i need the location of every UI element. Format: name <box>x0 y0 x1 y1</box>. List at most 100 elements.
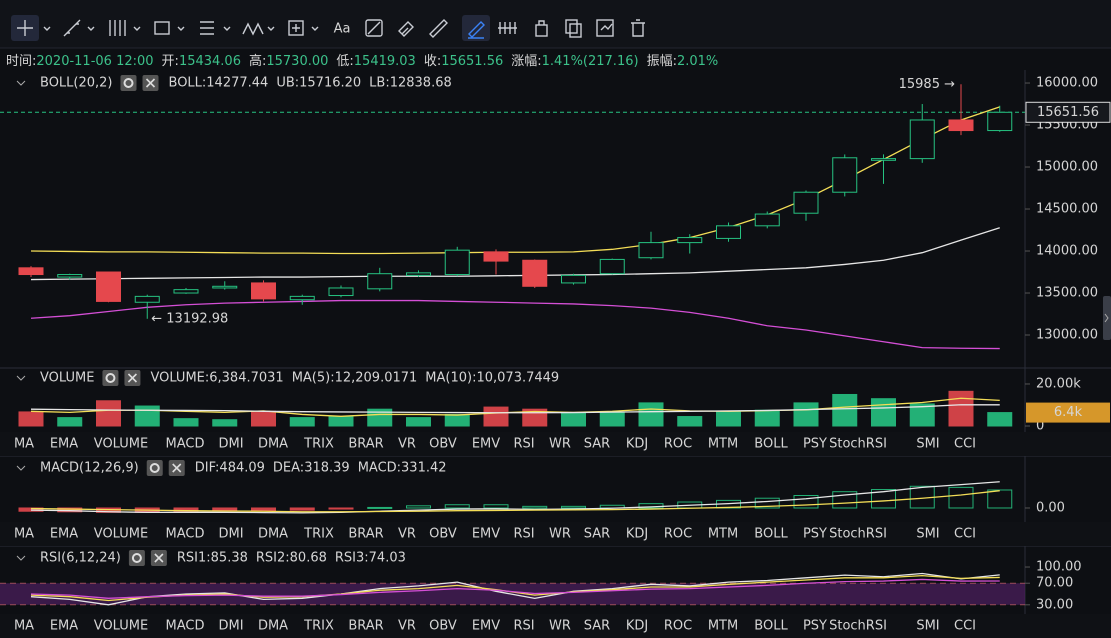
trend-line-tool[interactable] <box>63 19 95 37</box>
indicator-tab[interactable]: ROC <box>664 619 692 634</box>
indicator-tab[interactable]: WR <box>549 527 571 542</box>
indicator-tab[interactable]: RSI <box>513 527 534 542</box>
indicator-tab[interactable]: BOLL <box>754 527 788 542</box>
indicator-tab[interactable]: EMV <box>472 527 500 542</box>
close-button[interactable] <box>168 460 185 476</box>
indicator-tab[interactable]: BOLL <box>754 619 788 634</box>
shape-tool[interactable] <box>154 21 185 35</box>
crosshair-tool[interactable] <box>11 15 51 41</box>
indicator-tab[interactable]: MA <box>14 527 34 542</box>
indicator-tab[interactable]: OBV <box>429 437 457 452</box>
indicator-tab[interactable]: CCI <box>954 619 976 634</box>
indicator-tab[interactable]: VR <box>398 619 416 634</box>
settings-button[interactable] <box>146 460 163 476</box>
indicator-tab[interactable]: DMI <box>218 619 243 634</box>
indicator-tab[interactable]: ROC <box>664 527 692 542</box>
indicator-tab[interactable]: MTM <box>708 437 738 452</box>
pencil-tool[interactable] <box>462 15 490 41</box>
pattern-tool[interactable] <box>365 19 383 37</box>
indicator-tab[interactable]: BRAR <box>348 619 383 634</box>
indicator-tab[interactable]: TRIX <box>303 619 334 634</box>
indicator-tab[interactable]: PSY <box>803 527 827 542</box>
indicator-tab[interactable]: VR <box>398 437 416 452</box>
indicator-tab[interactable]: MACD <box>166 619 205 634</box>
indicator-tab[interactable]: MA <box>14 619 34 634</box>
indicator-tab[interactable]: SMI <box>916 437 939 452</box>
indicator-tab[interactable]: EMA <box>50 619 78 634</box>
lock-tool[interactable] <box>535 20 548 37</box>
indicator-tab[interactable]: StochRSI <box>829 527 887 542</box>
legend-item: UB:15716.20 <box>276 76 361 91</box>
settings-button[interactable] <box>128 550 145 566</box>
indicator-tab[interactable]: ROC <box>664 437 692 452</box>
indicator-tab[interactable]: SMI <box>916 619 939 634</box>
indicator-tab[interactable]: DMA <box>258 437 288 452</box>
indicator-tab[interactable]: EMA <box>50 437 78 452</box>
bar <box>96 400 121 427</box>
candle-body <box>871 158 896 161</box>
channel-tool[interactable] <box>109 20 141 36</box>
indicator-tab[interactable]: SAR <box>584 437 610 452</box>
indicator-tab[interactable]: MACD <box>166 527 205 542</box>
indicator-tab[interactable]: VOLUME <box>94 527 148 542</box>
close-button[interactable] <box>142 75 159 91</box>
indicator-tab[interactable]: DMI <box>218 437 243 452</box>
candle-style[interactable] <box>498 22 517 34</box>
indicator-tab[interactable]: EMA <box>50 527 78 542</box>
indicator-tab[interactable]: MTM <box>708 527 738 542</box>
close-button[interactable] <box>124 370 141 386</box>
indicator-tab[interactable]: RSI <box>513 619 534 634</box>
indicator-tab[interactable]: EMV <box>472 437 500 452</box>
indicator-tab[interactable]: VOLUME <box>94 619 148 634</box>
ruler-tool[interactable] <box>429 19 448 38</box>
fib-tool[interactable] <box>200 21 231 35</box>
indicator-tab[interactable]: MTM <box>708 619 738 634</box>
indicator-tab[interactable]: DMA <box>258 527 288 542</box>
indicator-tab[interactable]: TRIX <box>303 527 334 542</box>
indicator-tab[interactable]: CCI <box>954 527 976 542</box>
indicator-tab[interactable]: DMI <box>218 527 243 542</box>
close-button[interactable] <box>150 550 167 566</box>
bar <box>328 507 354 510</box>
indicator-tab[interactable]: PSY <box>803 437 827 452</box>
indicator-tab[interactable]: MACD <box>166 437 205 452</box>
indicator-tab[interactable]: SAR <box>584 619 610 634</box>
settings-icon <box>105 373 116 383</box>
settings-button[interactable] <box>120 75 137 91</box>
indicator-tab[interactable]: OBV <box>429 527 457 542</box>
indicator-tab[interactable]: TRIX <box>303 437 334 452</box>
indicator-tab[interactable]: BOLL <box>754 437 788 452</box>
indicator-tab[interactable]: KDJ <box>626 437 648 452</box>
indicator-tab[interactable]: BRAR <box>348 527 383 542</box>
y-tick-label: 30.00 <box>1036 597 1073 612</box>
scroll-handle[interactable] <box>1103 296 1111 340</box>
indicator-tab[interactable]: CCI <box>954 437 976 452</box>
wave-tool[interactable] <box>242 22 275 36</box>
indicator-tab[interactable]: SMI <box>916 527 939 542</box>
indicator-tab[interactable]: DMA <box>258 619 288 634</box>
indicator-tab[interactable]: VOLUME <box>94 437 148 452</box>
indicator-tab[interactable]: OBV <box>429 619 457 634</box>
erase-tool[interactable] <box>398 21 414 37</box>
indicator-tab[interactable]: WR <box>549 619 571 634</box>
copy-tool[interactable] <box>565 19 582 38</box>
bar <box>909 403 935 427</box>
measure-tool[interactable] <box>288 20 319 36</box>
info-value: 15419.03 <box>354 54 416 69</box>
indicator-tab[interactable]: BRAR <box>348 437 383 452</box>
indicator-tab[interactable]: PSY <box>803 619 827 634</box>
indicator-tab[interactable]: KDJ <box>626 527 648 542</box>
indicator-tab[interactable]: StochRSI <box>829 619 887 634</box>
indicator-tab[interactable]: KDJ <box>626 619 648 634</box>
indicator-tab[interactable]: MA <box>14 437 34 452</box>
settings-button[interactable] <box>102 370 119 386</box>
indicator-tab[interactable]: StochRSI <box>829 437 887 452</box>
indicator-tab[interactable]: EMV <box>472 619 500 634</box>
indicator-tab[interactable]: WR <box>549 437 571 452</box>
indicator-tab[interactable]: VR <box>398 527 416 542</box>
settings-tool[interactable] <box>596 19 614 37</box>
delete-tool[interactable] <box>631 19 645 37</box>
indicator-tab[interactable]: RSI <box>513 437 534 452</box>
indicator-tab[interactable]: SAR <box>584 527 610 542</box>
text-tool[interactable]: Aa <box>334 22 351 37</box>
